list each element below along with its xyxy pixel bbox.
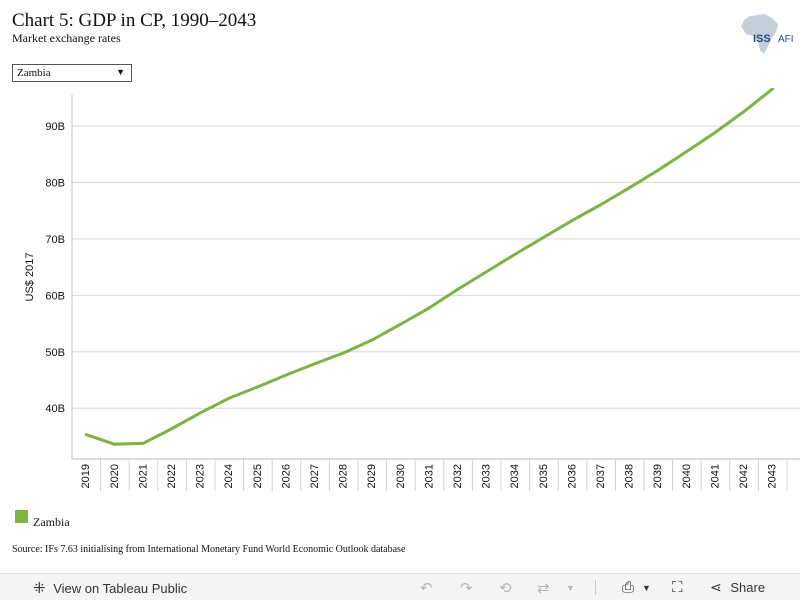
x-tick-label: 2040 [681,464,693,488]
x-tick-label: 2033 [481,464,493,488]
x-tick-label: 2042 [738,464,750,488]
chevron-down-icon: ▼ [116,67,125,77]
x-tick-label: 2027 [309,464,321,488]
legend-swatch [15,510,28,523]
data-point [113,443,116,446]
revert-icon[interactable]: ⟲ [499,580,512,597]
data-point [314,362,317,365]
data-point [657,169,660,172]
chart-title: Chart 5: GDP in CP, 1990–2043 [12,10,257,31]
data-point [142,442,145,445]
x-tick-label: 2023 [195,464,207,488]
view-on-tableau-button[interactable]: ⁜ View on Tableau Public [33,579,187,597]
data-point [85,433,88,436]
x-tick-label: 2025 [252,464,264,488]
dropdown-selected-value: Zambia [17,67,51,79]
data-point [399,323,402,326]
y-axis-title: US$ 2017 [24,253,36,302]
data-point [285,373,288,376]
x-tick-label: 2026 [280,464,292,488]
x-tick-label: 2022 [166,464,178,488]
x-tick-label: 2019 [80,464,92,488]
data-point [228,397,231,400]
download-icon[interactable]: ⎙ [622,579,635,596]
chart-subtitle: Market exchange rates [12,31,121,45]
data-point [600,203,603,206]
y-tick-label: 50B [45,347,65,359]
tableau-logo-icon: ⁜ [33,580,46,597]
legend-label: Zambia [33,515,70,529]
data-point [542,236,545,239]
x-tick-label: 2028 [338,464,350,488]
x-tick-label: 2020 [109,464,121,488]
share-label: Share [730,580,766,595]
data-point [685,150,688,153]
y-tick-label: 40B [45,403,65,415]
x-tick-label: 2029 [366,464,378,488]
country-filter-dropdown[interactable]: Zambia ▼ [12,64,132,82]
data-point [714,131,717,134]
share-icon: ⋖ [710,579,722,595]
refresh-chevron-down-icon[interactable]: ▼ [566,583,575,593]
data-point [628,186,631,189]
tableau-toolbar: ⁜ View on Tableau Public ↶ ↷ ⟲ ⇄ ▼ ⎙ ▼ ⛶… [0,573,800,600]
x-tick-label: 2034 [509,464,521,488]
download-chevron-down-icon[interactable]: ▼ [642,583,651,593]
view-on-tableau-label: View on Tableau Public [53,581,188,596]
y-tick-label: 90B [45,121,65,133]
undo-icon[interactable]: ↶ [420,580,433,597]
x-tick-label: 2035 [538,464,550,488]
x-tick-label: 2021 [137,464,149,488]
x-tick-label: 2037 [595,464,607,488]
x-tick-label: 2030 [395,464,407,488]
data-point [571,219,574,222]
data-point [514,253,517,256]
fullscreen-icon[interactable]: ⛶ [672,579,683,596]
x-tick-label: 2024 [223,464,235,488]
y-tick-label: 70B [45,234,65,246]
data-point [342,351,345,354]
data-point [171,427,174,430]
iss-africa-logo: ISS AFI [741,14,794,54]
refresh-icon[interactable]: ⇄ [537,580,550,597]
series-line-zambia [84,88,775,446]
source-note: Source: IFs 7.63 initialising from Inter… [12,544,406,555]
data-point [485,270,488,273]
data-point [256,385,259,388]
redo-icon[interactable]: ↷ [460,580,473,597]
share-button[interactable]: ⋖ Share [710,579,765,596]
logo-text-2: AFI [778,34,794,45]
data-point [457,288,460,291]
x-tick-label: 2031 [423,464,435,488]
x-tick-label: 2039 [652,464,664,488]
y-tick-label: 60B [45,290,65,302]
x-tick-label: 2032 [452,464,464,488]
toolbar-divider [595,580,596,595]
data-point [428,306,431,309]
x-tick-label: 2038 [624,464,636,488]
logo-text: ISS [753,33,771,45]
gdp-line-chart: 40B 50B 60B 70B 80B 90B 2019 2020 2021 2022 2023 20… [24,88,800,491]
data-point [371,338,374,341]
x-tick-label: 2036 [566,464,578,488]
data-point [743,110,746,113]
x-tick-label: 2041 [709,464,721,488]
x-tick-label: 2043 [767,464,779,488]
data-point [199,411,202,414]
africa-map-shape [741,14,778,54]
y-tick-label: 80B [45,177,65,189]
